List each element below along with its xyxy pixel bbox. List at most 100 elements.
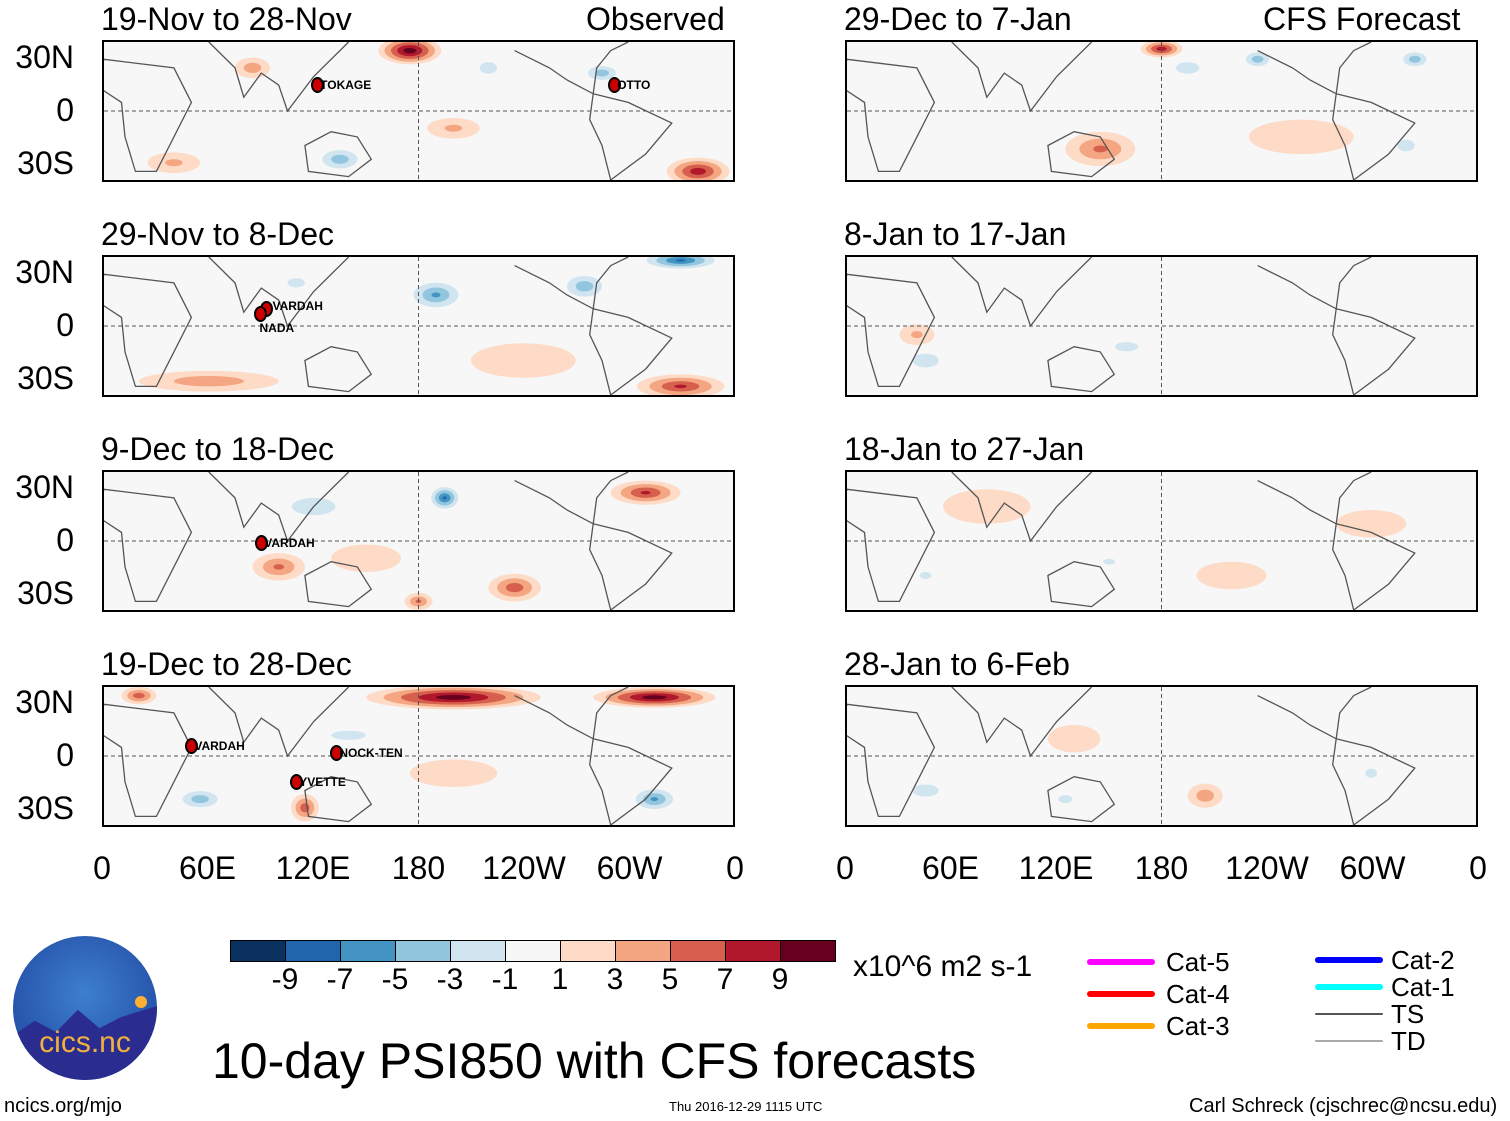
legend-label: TS (1391, 999, 1425, 1029)
coastline (951, 256, 1093, 328)
footer-center: Thu 2016-12-29 1115 UTC (669, 1099, 823, 1114)
colorbar-label: 7 (716, 963, 734, 996)
colorbar-swatch (725, 940, 781, 962)
colorbar-swatch (450, 940, 506, 962)
storm-label: VARDAH (264, 535, 315, 550)
colorbar-label: -9 (271, 963, 299, 996)
colorbar-label: -1 (491, 963, 519, 996)
anomaly-contour (919, 572, 932, 579)
footer-right: Carl Schreck (cjschrec@ncsu.edu) (1189, 1095, 1498, 1117)
anomaly-contour (912, 784, 939, 797)
anomaly-contour (642, 695, 667, 700)
storm-marker (253, 305, 267, 322)
anomaly-contour (675, 259, 686, 262)
colorbar-swatch (505, 940, 561, 962)
coastline (589, 522, 673, 612)
storm-label: YVETTE (299, 774, 346, 789)
anomaly-contour (1196, 561, 1267, 590)
colorbar-swatch (285, 940, 341, 962)
lon-label: 60W (1339, 850, 1406, 886)
coastline (589, 307, 673, 397)
coastline (514, 471, 629, 525)
coastline (837, 273, 936, 388)
lat-label: 0 (56, 522, 74, 558)
lon-label: 120E (275, 850, 351, 886)
storm-marker (330, 744, 344, 761)
coastline (514, 686, 629, 740)
storm-marker (608, 77, 622, 94)
forecast-label: CFS Forecast (1263, 1, 1461, 37)
coastline (837, 58, 936, 173)
coastline (1047, 561, 1116, 608)
anomaly-map (94, 250, 737, 399)
lon-label: 0 (1469, 850, 1487, 886)
anomaly-contour (409, 759, 498, 788)
coastline (304, 131, 373, 178)
anomaly-contour (1156, 46, 1167, 52)
colorbar-label: 3 (606, 963, 624, 996)
colorbar-swatch (615, 940, 671, 962)
coastline (1257, 471, 1372, 525)
storm-label: NOCK-TEN (339, 745, 403, 760)
map-panel: TOKAGE OTTO (94, 36, 737, 186)
anomaly-contour (374, 307, 428, 328)
anomaly-contour (273, 564, 284, 570)
figure-title: 10-day PSI850 with CFS forecasts (212, 1033, 977, 1089)
panel-title: 8-Jan to 17-Jan (844, 216, 1067, 252)
coastline (94, 58, 193, 173)
legend-line-cat-1 (1315, 984, 1383, 990)
anomaly-contour (674, 384, 687, 389)
lat-label: 0 (56, 737, 74, 773)
lon-label: 180 (391, 850, 446, 886)
lon-label: 120W (1225, 850, 1309, 886)
legend-label: TD (1391, 1026, 1426, 1056)
anomaly-contour (1058, 795, 1073, 804)
lat-label: 30N (15, 469, 74, 505)
lon-label: 120E (1018, 850, 1094, 886)
lat-label: 0 (56, 307, 74, 343)
anomaly-contour (640, 490, 651, 495)
colorbar-label: 9 (771, 963, 789, 996)
anomaly-contour (444, 124, 463, 132)
anomaly-contour (331, 730, 367, 740)
panel-title: 9-Dec to 18-Dec (101, 431, 334, 467)
coastline (951, 41, 1093, 113)
coastline (514, 41, 629, 95)
colorbar-label: 5 (661, 963, 679, 996)
coastline (94, 273, 193, 388)
lon-label: 180 (1134, 850, 1189, 886)
anomaly-contour (1187, 704, 1276, 739)
anomaly-contour (911, 331, 923, 339)
coastline (589, 737, 673, 827)
anomaly-contour (331, 544, 402, 573)
anomaly-contour (331, 154, 349, 164)
map-panel: VARDAH NOCK-TEN YVETTE (94, 685, 737, 829)
coastline (1257, 41, 1372, 95)
storm-label: NADA (259, 320, 295, 335)
anomaly-contour (912, 353, 939, 368)
colorbar-label: -3 (436, 963, 464, 996)
anomaly-map (94, 685, 737, 829)
lon-label: 0 (93, 850, 111, 886)
units-label: x10^6 m2 s-1 (853, 950, 1033, 983)
coastline (1332, 92, 1416, 182)
coastline (208, 471, 350, 543)
storm-label: VARDAH (194, 738, 245, 753)
legend-label: Cat-4 (1166, 979, 1230, 1009)
legend-label: Cat-2 (1391, 945, 1455, 975)
coastline (1047, 346, 1116, 393)
coastline (1047, 131, 1116, 178)
coastline (94, 488, 193, 603)
coastline (304, 561, 373, 608)
storm-label: VARDAH (272, 298, 323, 313)
map-panel (837, 470, 1480, 614)
anomaly-map (837, 686, 1480, 829)
colorbar-swatch (670, 940, 726, 962)
colorbar-label: 1 (551, 963, 569, 996)
anomaly-contour (943, 489, 1031, 524)
legend-line-ts (1315, 1013, 1383, 1015)
anomaly-contour (1301, 346, 1372, 375)
panel-title: 18-Jan to 27-Jan (844, 431, 1085, 467)
anomaly-contour (366, 111, 436, 146)
legend-line-cat-2 (1315, 957, 1383, 963)
